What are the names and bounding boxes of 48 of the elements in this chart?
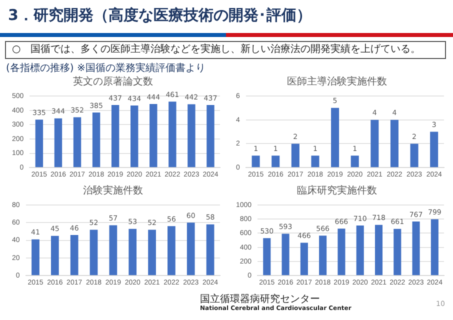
bar xyxy=(300,242,308,276)
bar xyxy=(338,228,346,276)
bar xyxy=(109,225,118,276)
bar xyxy=(430,219,438,276)
bar xyxy=(35,120,44,168)
chart-title: 臨床研究実施件数 xyxy=(297,184,377,197)
text: ○ 国循では、多くの医師主導治験などを実施し、新しい治療法の開発実績を上げている。 xyxy=(5,41,446,59)
bar xyxy=(350,156,359,168)
text: 国立循環器病研究センター xyxy=(200,292,320,306)
bar xyxy=(188,104,196,168)
chart-title: 医師主導治験実施件数 xyxy=(287,76,387,88)
bar xyxy=(50,236,59,276)
bar xyxy=(263,238,271,276)
bar xyxy=(130,105,138,168)
chart-title: 英文の原著論文数 xyxy=(73,76,153,88)
bar xyxy=(374,224,383,276)
bar xyxy=(70,235,78,276)
bar xyxy=(430,132,438,168)
bar xyxy=(92,112,100,168)
text: 3．研究開発（高度な医療技術の開発･評価） xyxy=(8,6,312,25)
bar xyxy=(186,222,195,276)
bar xyxy=(390,120,398,168)
bar xyxy=(150,104,158,168)
bar xyxy=(54,118,62,168)
bar xyxy=(282,234,290,276)
bar xyxy=(168,226,176,276)
bar xyxy=(168,102,176,168)
chart-title: 治験実施件数 xyxy=(83,184,143,197)
bar xyxy=(206,105,214,168)
bar xyxy=(90,230,98,276)
bar xyxy=(319,236,327,276)
bar xyxy=(331,108,340,168)
bar xyxy=(111,105,120,168)
bar xyxy=(394,228,402,276)
bar xyxy=(291,144,300,168)
bar xyxy=(410,144,418,168)
bar xyxy=(356,225,364,276)
bar xyxy=(73,117,82,168)
bar xyxy=(272,156,280,168)
bar xyxy=(206,224,214,276)
bar xyxy=(32,239,40,276)
bar xyxy=(128,228,137,276)
text: (各指標の推移) ※国循の業務実績評価書より xyxy=(6,62,206,75)
bar xyxy=(311,156,320,168)
bar xyxy=(370,120,379,168)
bar xyxy=(412,221,420,276)
bar xyxy=(252,156,260,168)
bar xyxy=(148,230,156,276)
